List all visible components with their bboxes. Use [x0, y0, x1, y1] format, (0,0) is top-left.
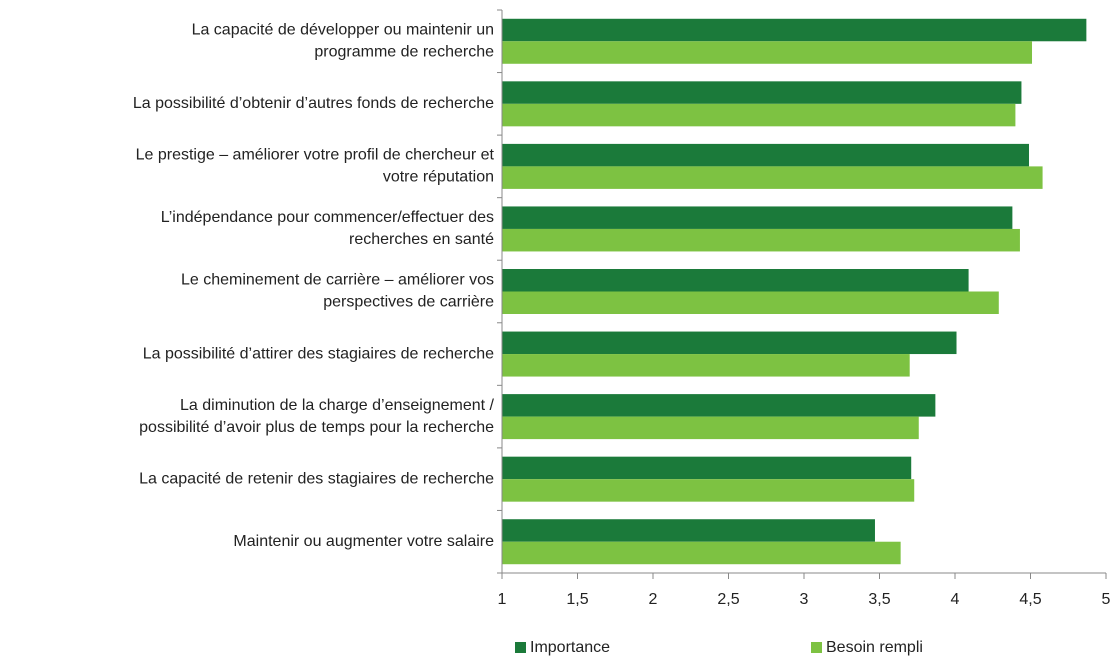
- category-label: Le cheminement de carrière – améliorer v…: [181, 272, 494, 289]
- bar: [502, 354, 910, 377]
- bar: [502, 291, 999, 314]
- bar: [502, 228, 1020, 252]
- category-label: votre réputation: [383, 169, 494, 186]
- legend-swatch: [515, 642, 526, 653]
- x-tick-label: 1: [498, 591, 507, 608]
- category-label: possibilité d’avoir plus de temps pour l…: [139, 419, 494, 436]
- bar: [502, 103, 1016, 127]
- bar: [502, 456, 912, 480]
- bar: [502, 143, 1029, 167]
- bar: [502, 394, 936, 417]
- bar: [502, 81, 1022, 104]
- bar: [502, 331, 957, 355]
- legend-label: Besoin rempli: [826, 639, 923, 656]
- bar: [502, 519, 875, 542]
- x-tick-label: 1,5: [566, 591, 588, 608]
- bar: [502, 479, 915, 502]
- category-label: La capacité de développer ou maintenir u…: [192, 21, 494, 38]
- category-label: Maintenir ou augmenter votre salaire: [233, 533, 494, 550]
- bar: [502, 166, 1043, 189]
- category-label: L’indépendance pour commencer/effectuer …: [161, 209, 494, 226]
- x-tick-label: 4: [951, 591, 960, 608]
- category-label: La possibilité d’obtenir d’autres fonds …: [133, 95, 494, 112]
- x-tick-label: 2,5: [717, 591, 739, 608]
- x-tick-label: 3,5: [868, 591, 890, 608]
- legend-swatch: [811, 642, 822, 653]
- category-label: programme de recherche: [314, 43, 494, 60]
- x-tick-label: 2: [649, 591, 658, 608]
- category-label: Le prestige – améliorer votre profil de …: [136, 147, 495, 164]
- bar: [502, 206, 1013, 229]
- category-label: La diminution de la charge d’enseignemen…: [180, 397, 495, 414]
- bar: [502, 416, 919, 440]
- legend-label: Importance: [530, 639, 610, 656]
- bar: [502, 269, 969, 292]
- category-label: perspectives de carrière: [323, 294, 494, 311]
- x-tick-label: 3: [800, 591, 809, 608]
- category-label: recherches en santé: [349, 231, 494, 248]
- bar: [502, 41, 1033, 64]
- bar: [502, 541, 901, 565]
- category-label: La capacité de retenir des stagiaires de…: [139, 470, 494, 487]
- bar: [502, 18, 1087, 42]
- x-tick-label: 5: [1102, 591, 1111, 608]
- category-label: La possibilité d’attirer des stagiaires …: [143, 345, 494, 362]
- x-tick-label: 4,5: [1019, 591, 1041, 608]
